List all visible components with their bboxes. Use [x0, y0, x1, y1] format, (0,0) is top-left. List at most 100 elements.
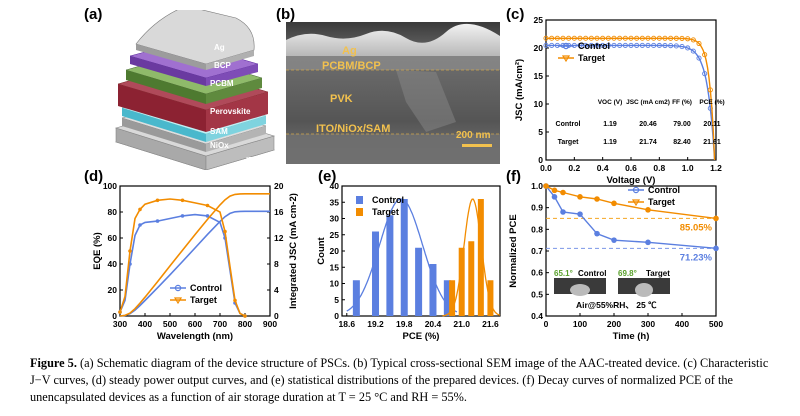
x-tick-label: 400 [138, 319, 152, 329]
stability-chart: 0 100 200 300 400 500 0.4 0.5 0.6 0.7 0.8 0.9 1.0 Tim… [508, 181, 723, 342]
y-tick-label: 20 [108, 285, 118, 295]
device-stack-diagram: Ag BCP PCBM Perovskite SAM NiOx ITO [114, 10, 276, 170]
jv-point-control [679, 44, 685, 50]
jv-point-target [628, 35, 634, 41]
legend-label-control: Control [578, 41, 610, 51]
figure-caption: Figure 5. (a) Schematic diagram of the d… [30, 355, 775, 406]
bar-target [458, 247, 465, 316]
jv-point-control [622, 42, 628, 48]
jv-point-target [673, 35, 679, 41]
legend-marker-control [632, 186, 640, 194]
y-tick-label: 5 [334, 295, 339, 305]
scale-bar [462, 144, 492, 147]
y-axis-label: Count [316, 236, 327, 264]
stability-point-control [577, 211, 583, 217]
table-cell: 20.46 [639, 121, 657, 128]
eqe-curve-control [119, 213, 246, 317]
stability-point-target [713, 215, 719, 222]
jv-point-target [696, 40, 702, 47]
y-tick-label: 0.4 [531, 311, 543, 321]
y-tick-label: 35 [330, 197, 340, 207]
table-cell: 21.61 [703, 139, 721, 146]
x-tick-label: 0.8 [653, 163, 665, 173]
x-tick-label: 19.2 [367, 319, 384, 329]
jv-point-control [600, 42, 606, 48]
eqe-point-target [205, 203, 210, 208]
stability-point-control [713, 245, 719, 252]
jv-point-target [588, 35, 594, 41]
table-cell: Target [558, 139, 580, 146]
sem-image: Ag PCBM/BCP PVK ITO/NiOx/SAM 200 nm [286, 22, 500, 164]
x-tick-label: 500 [709, 319, 723, 329]
x-tick-label: 18.6 [339, 319, 356, 329]
sem-label-ito: ITO/NiOx/SAM [316, 123, 390, 135]
x-tick-label: 400 [675, 319, 689, 329]
final-control-value: 71.23% [680, 252, 713, 263]
legend-label-target: Target [372, 207, 399, 217]
jv-point-target [656, 35, 662, 41]
jv-point-target [560, 35, 566, 41]
integrated-jsc-control [119, 210, 270, 317]
panel-label-e: (e) [318, 168, 337, 185]
stability-curve-control [545, 185, 717, 249]
y-tick-label: 0 [334, 311, 339, 321]
fit-curve-control [346, 198, 458, 313]
jv-point-target [583, 35, 589, 41]
bar-control [372, 231, 380, 316]
contact-angle-target: 69.8° [618, 269, 637, 278]
y-tick-label: 60 [108, 233, 118, 243]
y-tick-label: 1.0 [531, 181, 543, 191]
legend-marker-control [562, 42, 570, 50]
jv-point-target [639, 35, 645, 41]
y-tick-label: 20 [330, 246, 340, 256]
droplet-target [635, 283, 653, 297]
jv-point-target [685, 36, 691, 42]
stability-point-target [543, 183, 549, 189]
y2-tick-label: 12 [274, 233, 284, 243]
jv-point-control [685, 45, 691, 51]
eqe-point-target [118, 310, 122, 314]
legend-label-target: Target [578, 53, 605, 63]
jv-point-target [707, 87, 713, 93]
bar-control [429, 264, 437, 316]
legend-swatch-control [356, 196, 363, 204]
jv-point-target [645, 35, 651, 41]
eqe-point-target [128, 249, 132, 253]
x-tick-label: 1.2 [710, 163, 722, 173]
jv-point-target [668, 35, 674, 41]
x-tick-label: 0.4 [597, 163, 609, 173]
eqe-point-target [223, 229, 227, 234]
jv-point-control [611, 42, 617, 48]
eqe-point-control [138, 223, 142, 227]
y-tick-label: 0 [538, 155, 543, 165]
x-axis-label: Time (h) [613, 331, 650, 342]
stability-point-control [594, 230, 600, 237]
eqe-point-target [243, 314, 247, 318]
jv-point-target [600, 35, 606, 41]
legend-label-control: Control [190, 283, 222, 293]
jv-point-control [588, 42, 594, 48]
x-tick-label: 21.6 [482, 319, 499, 329]
jv-point-control [656, 42, 662, 49]
pce-histogram: 18.6 19.2 19.8 20.4 21.0 21.6 0 5 10 15 20 25 30 35 40… [316, 181, 501, 342]
x-axis-label: Wavelength (nm) [157, 331, 233, 342]
x-tick-label: 0.0 [540, 163, 552, 173]
bar-control [386, 215, 394, 316]
eqe-point-target [233, 298, 237, 303]
legend-label-control: Control [648, 185, 680, 195]
label-sam: SAM [210, 127, 228, 136]
eqe-point-target [138, 207, 142, 212]
y-tick-label: 10 [534, 99, 544, 109]
stability-point-control [560, 209, 566, 215]
jv-point-target [622, 35, 628, 41]
label-ag: Ag [214, 43, 225, 52]
y2-tick-label: 16 [274, 207, 284, 217]
storage-condition: Air@55%RH、 25 ℃ [576, 300, 657, 310]
label-ito: ITO [246, 156, 259, 165]
stability-point-target [645, 207, 651, 213]
stability-point-control [551, 194, 558, 200]
x-tick-label: 800 [238, 319, 252, 329]
jv-point-target [662, 35, 668, 41]
scale-bar-label: 200 nm [456, 130, 491, 141]
jv-point-control [673, 43, 679, 49]
